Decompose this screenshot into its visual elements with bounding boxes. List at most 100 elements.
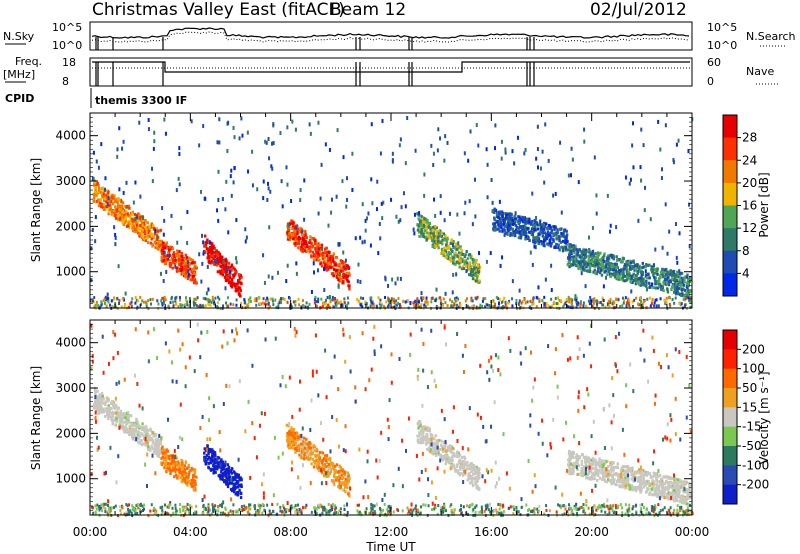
data-cell-2564 [623,263,627,267]
data-cell-1346 [420,214,423,218]
data-cell-1440 [417,213,421,217]
data-cell-2552 [677,287,680,291]
data-cell-665 [222,265,226,269]
data-cell-402 [181,465,184,469]
data-cell-2181 [624,274,627,278]
data-cell-511 [164,456,167,460]
data-cell-3243 [523,298,526,302]
data-cell-2166 [670,271,673,275]
data-cell-989 [341,274,344,278]
data-cell-2992 [142,216,145,221]
data-cell-3002 [206,264,209,269]
data-cell-2695 [147,117,150,122]
data-cell-3715 [520,301,523,305]
data-cell-772 [237,273,241,277]
data-cell-155 [141,226,145,230]
data-cell-2982 [233,166,236,171]
data-cell-3014 [640,178,643,183]
data-cell-961 [331,462,334,466]
data-cell-3421 [627,297,630,301]
data-cell-3302 [232,303,235,307]
data-cell-774 [234,478,237,482]
data-cell-1295 [444,234,447,238]
data-cell-3226 [178,295,181,299]
data-cell-189 [138,213,141,217]
data-cell-3377 [193,297,196,301]
data-cell-273 [146,221,149,225]
data-cell-615 [228,280,232,284]
data-cell-3367 [265,302,268,306]
data-cell-3387 [286,300,289,304]
data-cell-2177 [686,294,689,298]
data-cell-2298 [665,281,669,285]
data-cell-1874 [533,218,537,222]
data-cell-1928 [597,266,600,270]
data-cell-2834 [468,199,471,204]
data-cell-899 [296,448,300,452]
data-cell-3700 [116,307,119,311]
data-cell-3457 [683,304,686,308]
data-cell-2848 [317,120,320,125]
data-cell-3190 [102,298,105,302]
data-cell-2920 [354,236,357,241]
data-cell-2692 [534,245,537,250]
data-cell-3686 [406,298,409,302]
data-cell-108 [102,401,106,405]
data-cell-1752 [528,217,531,221]
data-cell-2172 [616,266,620,270]
data-cell-313 [143,229,146,233]
data-cell-1290 [420,227,423,231]
data-cell-1556 [497,227,500,231]
data-cell-3314 [380,303,383,307]
data-cell-992 [301,444,304,448]
data-cell-534 [184,253,188,257]
data-cell-3233 [297,297,300,301]
data-cell-138 [94,392,97,396]
data-cell-3016 [351,187,354,192]
data-cell-568 [172,466,175,470]
data-cell-3532 [504,303,507,307]
data-cell-3340 [673,301,676,305]
data-cell-2858 [186,241,189,246]
data-cell-1790 [509,233,512,237]
data-cell-282 [131,433,135,437]
data-cell-2403 [622,265,626,269]
data-cell-2652 [451,243,454,248]
data-cell-251 [137,430,141,434]
data-cell-1821 [541,229,545,233]
data-cell-2600 [344,258,347,263]
data-cell-3136 [264,298,267,302]
data-cell-2844 [659,147,662,152]
data-cell-205 [149,241,153,245]
data-cell-3490 [371,300,374,304]
data-cell-1281 [468,273,471,277]
data-cell-1760 [514,223,518,227]
data-cell-3188 [471,299,474,303]
data-cell-502 [161,461,164,465]
data-cell-1734 [494,226,497,230]
data-cell-422 [180,264,183,268]
data-cell-1070 [292,237,295,241]
data-cell-220 [134,428,137,432]
data-cell-2936 [341,179,344,184]
data-cell-2456 [589,262,593,266]
data-cell-3534 [255,303,258,307]
data-cell-781 [234,270,237,274]
data-cell-2248 [580,255,583,259]
data-cell-3411 [589,295,592,299]
data-cell-2934 [363,239,366,244]
data-cell-969 [295,229,299,233]
data-cell-3689 [398,303,401,307]
data-cell-3515 [543,295,546,299]
data-cell-3649 [511,304,514,308]
data-cell-1378 [424,220,427,224]
data-cell-3369 [399,304,402,308]
data-cell-2711 [328,147,331,152]
data-cell-2488 [607,266,610,270]
data-cell-854 [292,242,296,246]
data-cell-2781 [200,279,203,284]
data-cell-963 [294,441,298,445]
data-cell-1099 [337,263,340,267]
data-cell-2570 [646,272,650,276]
data-cell-3198 [248,300,251,304]
